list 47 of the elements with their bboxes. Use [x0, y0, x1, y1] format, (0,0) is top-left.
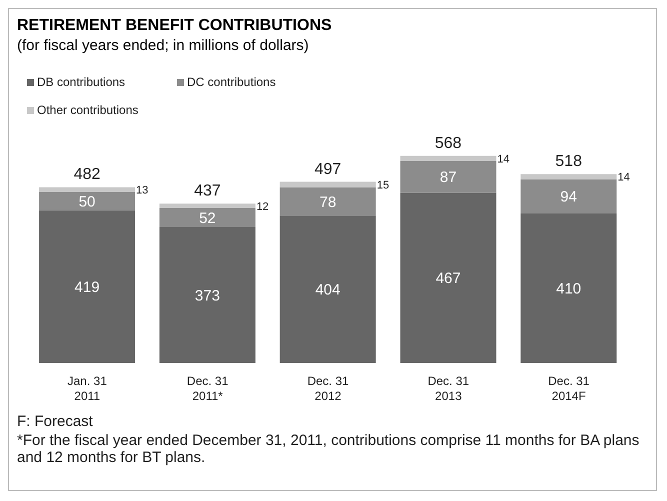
data-label: 52: [199, 210, 216, 227]
bar: [159, 208, 256, 227]
bar: [520, 213, 617, 363]
data-label: 14: [618, 172, 630, 184]
x-tick-label: Dec. 31 2012: [307, 374, 349, 403]
total-label: 568: [434, 134, 462, 152]
bar: [39, 210, 136, 363]
bar: [39, 187, 136, 192]
bar: [400, 192, 496, 363]
bar: [159, 226, 256, 363]
bar: [39, 192, 136, 210]
x-tick-label: Dec. 31 2014F: [548, 374, 590, 403]
total-label: 437: [194, 182, 221, 200]
data-label: 87: [440, 169, 457, 186]
total-label: 482: [74, 166, 100, 184]
data-label: 78: [319, 194, 336, 211]
data-label: 94: [560, 188, 577, 206]
text: F: Forecast: [17, 413, 94, 430]
data-label: 13: [136, 184, 148, 197]
bar: [400, 156, 496, 161]
total-label: 518: [555, 153, 582, 170]
bar: [280, 182, 376, 188]
data-label: 50: [78, 193, 96, 210]
data-label: 373: [194, 287, 220, 304]
bar: [520, 174, 617, 180]
chart-title: RETIREMENT BENEFIT CONTRIBUTIONS: [17, 17, 332, 35]
total-label: 497: [314, 160, 342, 178]
legend-label: DC contributions: [186, 75, 277, 89]
bar: [159, 204, 256, 208]
x-tick-label: Jan. 31 2011: [68, 374, 108, 403]
bar: [520, 179, 617, 214]
text: *For the fiscal year ended December 31, 2011, contributions comprise 11 months for BA plans and 12 months for BT plans.: [17, 432, 640, 466]
data-label: 14: [497, 153, 510, 166]
data-label: 12: [256, 200, 269, 213]
legend-label: DB contributions: [36, 75, 126, 89]
data-label: 404: [315, 282, 340, 299]
data-label: 410: [556, 280, 582, 298]
x-tick-label: Dec. 31 2013: [428, 374, 470, 403]
bar: [280, 187, 376, 216]
bar: [280, 216, 376, 363]
legend-label: Other contributions: [36, 103, 140, 117]
bar: [400, 160, 496, 193]
data-label: 467: [436, 270, 461, 288]
x-tick-label: Dec. 31 2011*: [186, 374, 229, 403]
data-label: 15: [376, 179, 390, 192]
data-label: 419: [74, 278, 100, 296]
chart-subtitle: (for fiscal years ended; in millions of dollars): [17, 37, 309, 54]
